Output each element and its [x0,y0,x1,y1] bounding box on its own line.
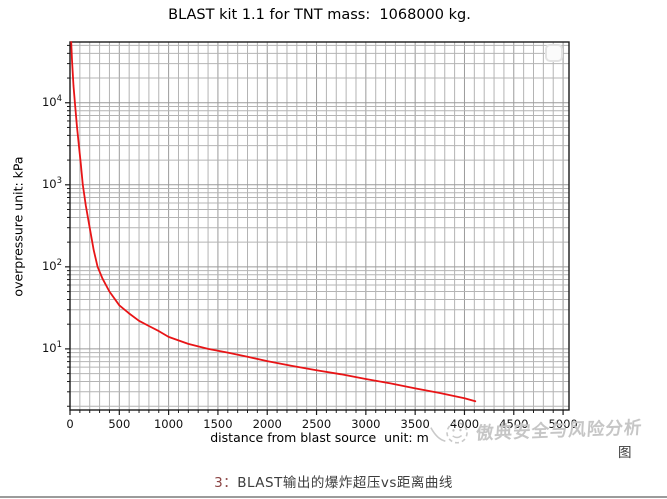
document-border-line [0,496,667,498]
x-tick-label: 3000 [351,417,381,431]
x-axis-label: distance from blast source unit: m [210,430,429,445]
chart-title: BLAST kit 1.1 for TNT mass: 1068000 kg. [168,7,471,23]
x-tick-label: 0 [66,417,74,431]
x-tick-label: 2000 [252,417,282,431]
x-tick-label: 1500 [203,417,233,431]
y-tick-label: 101 [41,339,62,355]
overpressure-curve [70,41,477,403]
caption-text: BLAST输出的爆炸超压vs距离曲线 [237,475,453,491]
caption-figure-char: 图 [618,445,632,461]
axes-spines [69,41,570,411]
x-tick-label: 5000 [548,417,578,431]
x-tick-label: 1000 [153,417,184,431]
watermark-ghost-icon [545,44,563,62]
y-tick-label: 102 [41,257,62,273]
x-tick-label: 4000 [449,417,480,431]
y-tick-label: 103 [41,175,62,191]
y-tick-label: 104 [41,93,62,109]
x-tick-label: 2500 [301,417,332,431]
x-tick-label: 4500 [499,417,529,431]
x-tick-label: 3500 [400,417,430,431]
caption-number: 3： [214,475,238,491]
x-tick-label: 500 [108,417,131,431]
figure-caption: 3：BLAST输出的爆炸超压vs距离曲线 [0,471,667,491]
